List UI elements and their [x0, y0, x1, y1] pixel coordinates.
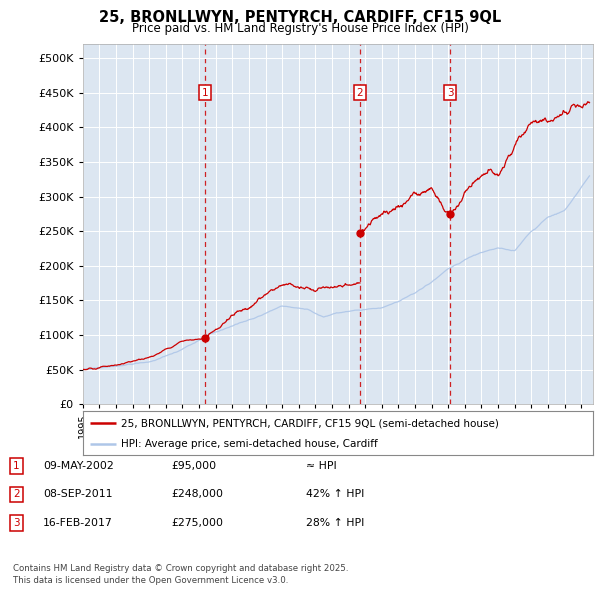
Text: 16-FEB-2017: 16-FEB-2017 — [43, 518, 113, 527]
Text: 1: 1 — [202, 88, 208, 98]
Text: 28% ↑ HPI: 28% ↑ HPI — [306, 518, 364, 527]
Text: Price paid vs. HM Land Registry's House Price Index (HPI): Price paid vs. HM Land Registry's House … — [131, 22, 469, 35]
Text: ≈ HPI: ≈ HPI — [306, 461, 337, 471]
Text: 25, BRONLLWYN, PENTYRCH, CARDIFF, CF15 9QL: 25, BRONLLWYN, PENTYRCH, CARDIFF, CF15 9… — [99, 10, 501, 25]
Text: 2: 2 — [13, 490, 20, 499]
Text: £95,000: £95,000 — [171, 461, 216, 471]
Text: 09-MAY-2002: 09-MAY-2002 — [43, 461, 114, 471]
Text: 1: 1 — [13, 461, 20, 471]
Text: 25, BRONLLWYN, PENTYRCH, CARDIFF, CF15 9QL (semi-detached house): 25, BRONLLWYN, PENTYRCH, CARDIFF, CF15 9… — [121, 418, 499, 428]
Text: 42% ↑ HPI: 42% ↑ HPI — [306, 490, 364, 499]
Text: HPI: Average price, semi-detached house, Cardiff: HPI: Average price, semi-detached house,… — [121, 438, 378, 448]
Text: Contains HM Land Registry data © Crown copyright and database right 2025.
This d: Contains HM Land Registry data © Crown c… — [13, 565, 349, 585]
Text: £275,000: £275,000 — [171, 518, 223, 527]
Text: 08-SEP-2011: 08-SEP-2011 — [43, 490, 113, 499]
Text: 3: 3 — [447, 88, 454, 98]
Text: £248,000: £248,000 — [171, 490, 223, 499]
Text: 2: 2 — [356, 88, 364, 98]
Text: 3: 3 — [13, 518, 20, 527]
